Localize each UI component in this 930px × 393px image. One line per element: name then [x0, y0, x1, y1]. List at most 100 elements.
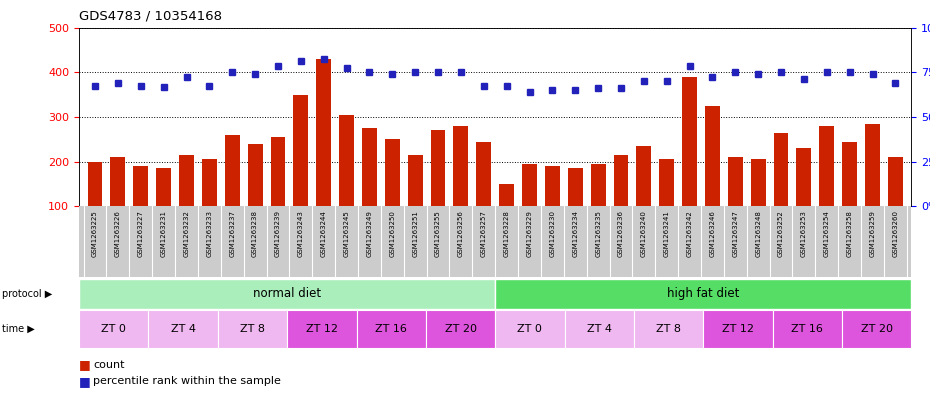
Text: GSM1263231: GSM1263231 — [161, 210, 166, 257]
Bar — [703, 310, 773, 348]
Bar — [728, 157, 743, 206]
Bar — [339, 115, 354, 206]
Text: GSM1263232: GSM1263232 — [183, 210, 190, 257]
Text: GSM1263244: GSM1263244 — [321, 210, 326, 257]
Text: GSM1263233: GSM1263233 — [206, 210, 212, 257]
Bar — [751, 160, 765, 206]
Bar — [476, 141, 491, 206]
Bar — [156, 168, 171, 206]
Text: protocol ▶: protocol ▶ — [2, 289, 52, 299]
Text: GSM1263237: GSM1263237 — [230, 210, 235, 257]
Bar — [499, 184, 514, 206]
Bar — [79, 310, 149, 348]
Bar — [149, 310, 218, 348]
Text: GSM1263251: GSM1263251 — [412, 210, 418, 257]
Text: ZT 0: ZT 0 — [517, 324, 542, 334]
Text: GSM1263252: GSM1263252 — [778, 210, 784, 257]
Text: GSM1263238: GSM1263238 — [252, 210, 259, 257]
Text: count: count — [93, 360, 125, 370]
Text: ZT 4: ZT 4 — [587, 324, 612, 334]
Text: GSM1263256: GSM1263256 — [458, 210, 464, 257]
Text: GSM1263242: GSM1263242 — [686, 210, 693, 257]
Bar — [202, 160, 217, 206]
Bar — [495, 310, 565, 348]
Text: GSM1263255: GSM1263255 — [435, 210, 441, 257]
Bar — [773, 310, 842, 348]
Bar — [705, 106, 720, 206]
Bar — [271, 137, 286, 206]
Bar — [819, 126, 834, 206]
Text: GSM1263235: GSM1263235 — [595, 210, 601, 257]
Text: GSM1263230: GSM1263230 — [550, 210, 555, 257]
Text: GSM1263253: GSM1263253 — [801, 210, 807, 257]
Bar — [133, 166, 148, 206]
Text: GSM1263247: GSM1263247 — [732, 210, 738, 257]
Bar — [79, 279, 495, 309]
Text: time ▶: time ▶ — [2, 324, 34, 334]
Text: GSM1263240: GSM1263240 — [641, 210, 647, 257]
Bar — [294, 95, 308, 206]
Bar — [659, 160, 674, 206]
Text: ■: ■ — [79, 375, 91, 388]
Bar — [454, 126, 469, 206]
Text: ZT 0: ZT 0 — [101, 324, 126, 334]
Text: GSM1263228: GSM1263228 — [504, 210, 510, 257]
Bar — [888, 157, 903, 206]
Text: ZT 8: ZT 8 — [240, 324, 265, 334]
Bar — [522, 164, 537, 206]
Text: ZT 16: ZT 16 — [375, 324, 407, 334]
Text: GSM1263259: GSM1263259 — [870, 210, 875, 257]
Text: GSM1263245: GSM1263245 — [343, 210, 350, 257]
Bar — [218, 310, 287, 348]
Bar — [385, 139, 400, 206]
Bar — [356, 310, 426, 348]
Text: GSM1263227: GSM1263227 — [138, 210, 144, 257]
Text: ZT 4: ZT 4 — [170, 324, 195, 334]
Text: GSM1263229: GSM1263229 — [526, 210, 533, 257]
Bar — [568, 168, 583, 206]
Bar — [247, 144, 262, 206]
Bar — [636, 146, 651, 206]
Text: GSM1263243: GSM1263243 — [298, 210, 304, 257]
Bar — [565, 310, 634, 348]
Text: ■: ■ — [79, 358, 91, 371]
Bar — [634, 310, 703, 348]
Bar — [426, 310, 495, 348]
Bar — [111, 157, 126, 206]
Text: GSM1263226: GSM1263226 — [115, 210, 121, 257]
Bar — [407, 155, 422, 206]
Bar — [495, 279, 911, 309]
Bar — [431, 130, 445, 206]
Text: GSM1263225: GSM1263225 — [92, 210, 98, 257]
Bar — [614, 155, 629, 206]
Bar — [87, 162, 102, 206]
Bar — [842, 310, 911, 348]
Text: GSM1263254: GSM1263254 — [824, 210, 830, 257]
Text: ZT 20: ZT 20 — [445, 324, 476, 334]
Text: normal diet: normal diet — [253, 287, 321, 300]
Text: GSM1263257: GSM1263257 — [481, 210, 486, 257]
Bar — [774, 132, 789, 206]
Text: GSM1263234: GSM1263234 — [572, 210, 578, 257]
Text: GSM1263239: GSM1263239 — [275, 210, 281, 257]
Bar — [865, 124, 880, 206]
Bar — [179, 155, 194, 206]
Bar — [545, 166, 560, 206]
Bar — [316, 59, 331, 206]
Text: GSM1263258: GSM1263258 — [846, 210, 853, 257]
Text: percentile rank within the sample: percentile rank within the sample — [93, 376, 281, 386]
Text: GSM1263250: GSM1263250 — [390, 210, 395, 257]
Bar — [683, 77, 697, 206]
Text: GSM1263260: GSM1263260 — [893, 210, 898, 257]
Text: ZT 16: ZT 16 — [791, 324, 823, 334]
Text: GDS4783 / 10354168: GDS4783 / 10354168 — [79, 10, 222, 23]
Text: GSM1263249: GSM1263249 — [366, 210, 372, 257]
Bar — [843, 141, 857, 206]
Text: GSM1263236: GSM1263236 — [618, 210, 624, 257]
Bar — [225, 135, 240, 206]
Text: ZT 20: ZT 20 — [861, 324, 893, 334]
Bar — [362, 128, 377, 206]
Bar — [287, 310, 356, 348]
Text: GSM1263241: GSM1263241 — [664, 210, 670, 257]
Bar — [591, 164, 605, 206]
